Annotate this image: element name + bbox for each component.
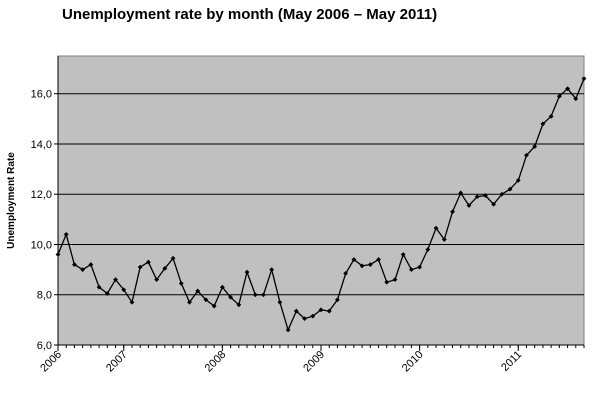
data-point <box>252 292 258 298</box>
data-point <box>474 194 480 200</box>
y-axis-title: Unemployment Rate <box>6 152 17 249</box>
y-tick-label: 6,0 <box>37 340 52 352</box>
data-point <box>400 252 406 257</box>
data-point <box>548 113 554 119</box>
data-point <box>499 191 505 197</box>
y-tick-label: 10,0 <box>31 239 52 251</box>
data-point <box>63 232 69 237</box>
x-axis-ticks: 2006 2007 2008 2009 2010 2011 <box>38 345 585 375</box>
data-point <box>55 252 61 257</box>
data-point <box>72 262 77 267</box>
data-point <box>573 96 579 102</box>
data-point <box>113 277 118 283</box>
data-point <box>104 291 110 296</box>
data-point <box>425 247 431 252</box>
data-point <box>524 152 529 158</box>
plot-area <box>57 55 585 346</box>
data-point <box>515 177 521 183</box>
data-point <box>491 201 496 207</box>
data-point <box>310 313 316 319</box>
data-point <box>219 284 225 290</box>
data-point <box>154 277 160 283</box>
data-point <box>302 316 307 322</box>
data-point <box>228 294 233 300</box>
data-point <box>507 186 513 192</box>
data-point <box>532 144 538 149</box>
data-point <box>466 203 472 208</box>
data-point <box>384 279 390 285</box>
data-points <box>55 76 587 333</box>
data-point <box>146 259 151 265</box>
data-point <box>367 262 373 267</box>
y-tick-label: 14,0 <box>31 139 52 151</box>
chart-title: Unemployment rate by month (May 2006 – M… <box>62 6 438 23</box>
y-tick-label: 16,0 <box>31 89 52 101</box>
grid-lines <box>58 93 584 296</box>
data-point <box>261 292 266 298</box>
data-point <box>129 299 135 305</box>
x-tick-label: 2006 <box>38 349 64 375</box>
data-point <box>482 193 488 198</box>
data-point <box>343 270 349 276</box>
data-point <box>450 209 455 215</box>
data-point <box>211 303 217 309</box>
data-point <box>137 264 143 270</box>
data-point <box>277 299 283 305</box>
x-tick-label: 2009 <box>301 349 327 375</box>
data-point <box>162 265 168 271</box>
data-point <box>203 297 209 303</box>
data-point <box>359 263 365 269</box>
data-point <box>433 225 439 231</box>
data-point <box>351 257 357 262</box>
data-point <box>269 267 275 273</box>
y-tick-label: 8,0 <box>37 290 52 302</box>
data-point <box>195 288 201 294</box>
data-point <box>244 269 250 275</box>
data-point <box>285 327 291 333</box>
data-point <box>326 308 332 314</box>
data-point <box>565 86 570 92</box>
y-tick-label: 12,0 <box>31 189 52 201</box>
data-point <box>96 284 102 290</box>
data-point <box>335 297 340 303</box>
data-point <box>293 308 299 314</box>
data-point <box>170 255 176 261</box>
x-tick-label: 2011 <box>499 349 524 374</box>
data-point <box>581 76 587 82</box>
data-point <box>80 267 86 273</box>
data-point <box>458 190 464 196</box>
data-point <box>409 267 414 273</box>
data-point <box>540 121 546 127</box>
data-point <box>376 257 381 262</box>
data-point <box>178 281 184 286</box>
x-tick-label: 2008 <box>203 349 229 375</box>
x-tick-label: 2007 <box>104 349 130 375</box>
data-point <box>88 262 94 267</box>
y-axis-ticks: 6,0 8,0 10,0 12,0 14,0 16,0 <box>31 89 58 352</box>
data-point <box>392 277 398 283</box>
data-point <box>121 287 127 293</box>
data-point <box>556 93 562 99</box>
data-point <box>417 264 423 270</box>
data-point <box>441 237 447 242</box>
data-point <box>236 302 242 308</box>
data-point <box>187 299 192 305</box>
x-tick-label: 2010 <box>400 349 426 375</box>
data-point <box>318 307 324 313</box>
